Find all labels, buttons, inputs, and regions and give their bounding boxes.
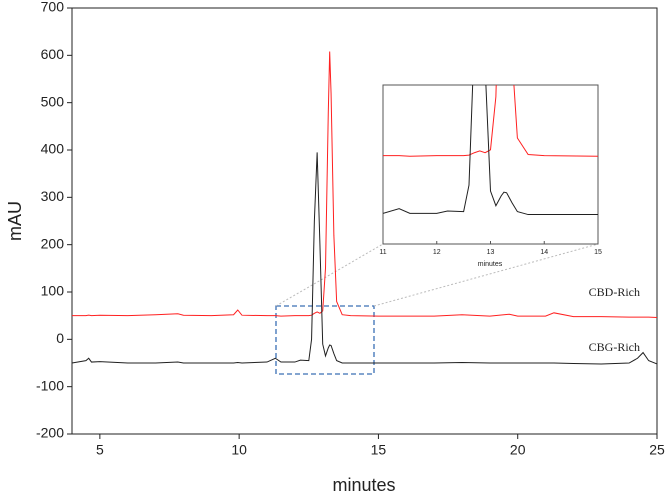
y-tick-label: -200	[36, 425, 64, 441]
inset-x-tick-label: 15	[594, 249, 602, 256]
series-label: CBG-Rich	[589, 340, 640, 354]
y-tick-label: 300	[41, 188, 65, 204]
inset-x-tick-label: 14	[540, 249, 548, 256]
x-tick-label: 10	[231, 442, 247, 458]
x-tick-label: 20	[510, 442, 526, 458]
plot-frame	[71, 7, 658, 435]
inset-x-tick-label: 13	[487, 249, 495, 256]
x-tick-label: 5	[96, 442, 104, 458]
inset-frame	[382, 84, 599, 245]
inset-x-tick-label: 11	[379, 249, 386, 256]
inset-x-label: minutes	[478, 261, 503, 268]
y-tick-label: 0	[56, 330, 64, 346]
y-tick-label: 100	[41, 283, 65, 299]
y-tick-label: 200	[41, 235, 65, 251]
y-tick-label: 500	[41, 93, 65, 109]
series-label: CBD-Rich	[589, 285, 640, 299]
y-tick-label: 700	[41, 0, 65, 15]
x-tick-label: 15	[371, 442, 387, 458]
zoom-box	[275, 305, 375, 375]
y-tick-label: 600	[41, 46, 65, 62]
y-tick-label: 400	[41, 141, 65, 157]
connector	[373, 243, 599, 307]
inset-plot	[383, 85, 598, 216]
y-tick-label: -100	[36, 377, 64, 393]
inset-x-tick-label: 12	[433, 249, 441, 256]
series-line	[383, 85, 598, 216]
series-line	[383, 85, 598, 157]
series-line	[72, 51, 658, 319]
x-axis-label: minutes	[332, 475, 395, 495]
x-tick-label: 25	[649, 442, 665, 458]
y-axis-label: mAU	[5, 201, 25, 241]
series-line	[71, 152, 658, 365]
connector	[275, 243, 384, 307]
